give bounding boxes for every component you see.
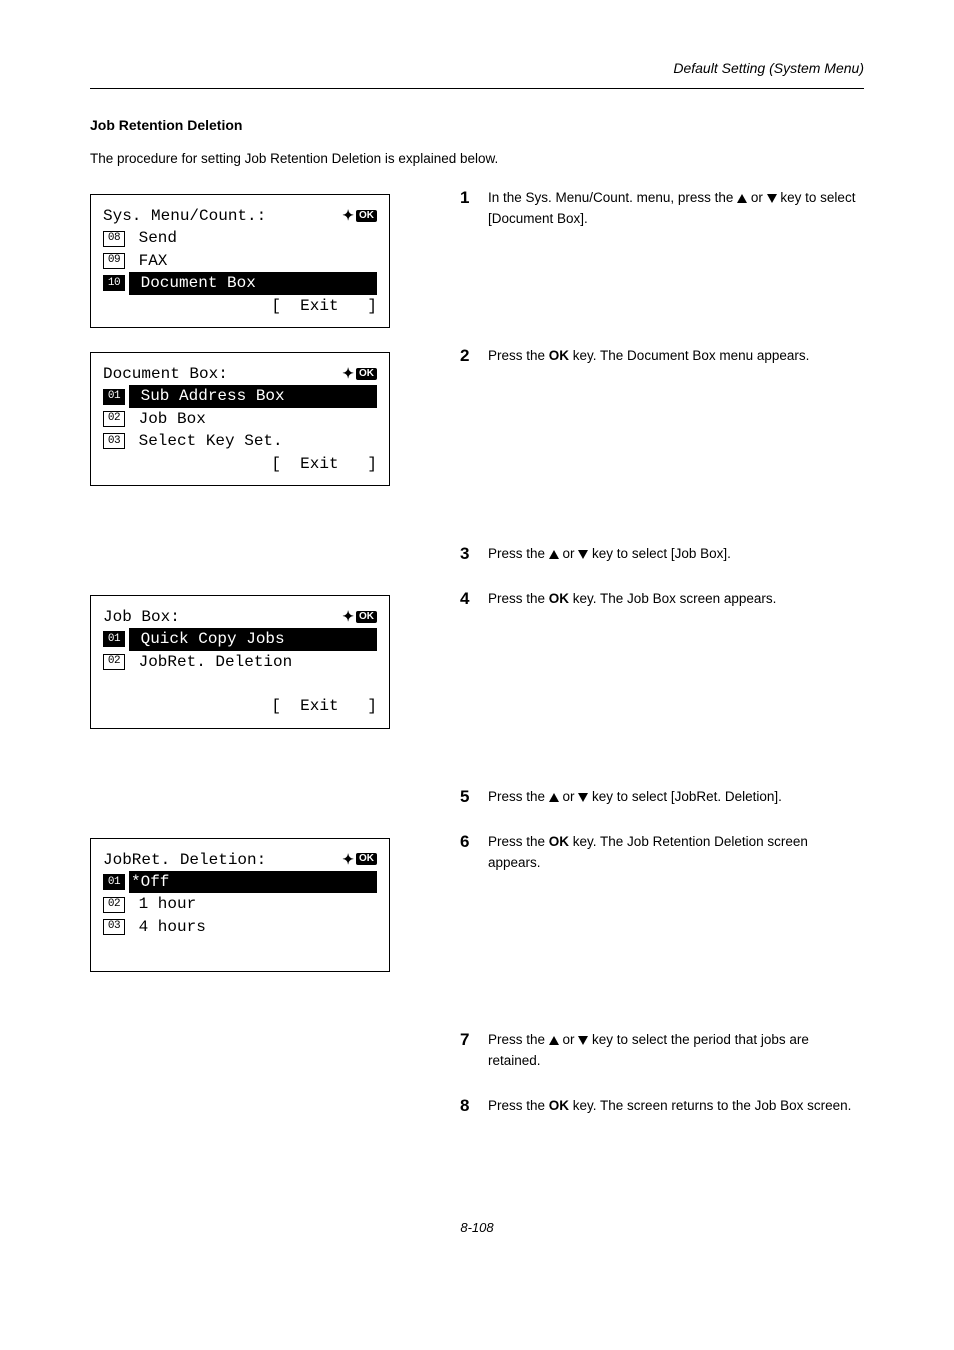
step-6: 6 Press the OK key. The Job Retention De… (460, 832, 864, 874)
block-4: Job Box: ✦ OK 01 Quick Copy Jobs 02 JobRe… (90, 589, 864, 747)
block-6: JobRet. Deletion: ✦ OK 01*Off 02 1 hour 0… (90, 832, 864, 990)
step-5: 5 Press the or key to select [JobRet. De… (460, 787, 864, 808)
down-arrow-icon (578, 1036, 588, 1045)
lcd4-title: JobRet. Deletion: (103, 849, 266, 871)
ok-badge: OK (356, 611, 377, 623)
step-6-num: 6 (460, 832, 488, 852)
ok-badge: OK (356, 368, 377, 380)
step-1: 1 In the Sys. Menu/Count. menu, press th… (460, 188, 864, 230)
step-5-text: Press the or key to select [JobRet. Dele… (488, 787, 864, 808)
step-8-num: 8 (460, 1096, 488, 1116)
lcd3-exit: [ Exit ] (271, 695, 377, 717)
down-arrow-icon (578, 550, 588, 559)
step-7: 7 Press the or key to select the period … (460, 1030, 864, 1072)
block-5: 5 Press the or key to select [JobRet. De… (90, 787, 864, 832)
block-2: Document Box: ✦OK 01 Sub Address Box 02 … (90, 346, 864, 504)
lcd2-exit: [ Exit ] (271, 453, 377, 475)
step-5-num: 5 (460, 787, 488, 807)
step-8-text: Press the OK key. The screen returns to … (488, 1096, 864, 1117)
intro-text: The procedure for setting Job Retention … (90, 151, 864, 166)
step-7-num: 7 (460, 1030, 488, 1050)
lcd1-row3: Document Box (129, 272, 258, 294)
lcd1-title: Sys. Menu/Count.: (103, 205, 266, 227)
nav-arrows-icon: ✦ (342, 608, 352, 624)
lcd2-title: Document Box: (103, 363, 228, 385)
step-4-text: Press the OK key. The Job Box screen app… (488, 589, 864, 610)
lcd-screen-4: JobRet. Deletion: ✦ OK 01*Off 02 1 hour 0… (90, 838, 390, 972)
lcd4-row2: 1 hour (129, 893, 196, 915)
lcd1-row3-num: 10 (103, 275, 125, 291)
lcd3-row2: JobRet. Deletion (129, 651, 292, 673)
header-rule (90, 88, 864, 89)
nav-arrows-icon: ✦ (342, 851, 352, 867)
up-arrow-icon (549, 550, 559, 559)
lcd3-title: Job Box: (103, 606, 180, 628)
step-4-num: 4 (460, 589, 488, 609)
lcd3-row1-num: 01 (103, 631, 125, 647)
lcd4-row1: *Off (129, 871, 171, 893)
lcd4-row3: 4 hours (129, 916, 206, 938)
block-7: 7 Press the or key to select the period … (90, 1030, 864, 1141)
step-1-text: In the Sys. Menu/Count. menu, press the … (488, 188, 864, 230)
page-header-title: Default Setting (System Menu) (90, 60, 864, 76)
nav-arrows-icon: ✦ (342, 207, 352, 223)
down-arrow-icon (767, 194, 777, 203)
page: Default Setting (System Menu) Job Retent… (0, 0, 954, 1295)
block-1: Sys. Menu/Count.: ✦OK 08 Send 09 FAX 10 … (90, 188, 864, 346)
up-arrow-icon (737, 194, 747, 203)
lcd2-row1: Sub Address Box (129, 385, 287, 407)
lcd2-row1-num: 01 (103, 389, 125, 405)
lcd1-row2-num: 09 (103, 253, 125, 269)
lcd1-exit: [ Exit ] (271, 295, 377, 317)
step-8: 8 Press the OK key. The screen returns t… (460, 1096, 864, 1117)
lcd1-row1: Send (129, 227, 177, 249)
lcd2-row3-num: 03 (103, 433, 125, 449)
step-7-text: Press the or key to select the period th… (488, 1030, 864, 1072)
ok-badge: OK (356, 210, 377, 222)
lcd-screen-3: Job Box: ✦ OK 01 Quick Copy Jobs 02 JobRe… (90, 595, 390, 729)
block-3: 3 Press the or key to select [Job Box]. (90, 544, 864, 589)
step-2-num: 2 (460, 346, 488, 366)
step-3: 3 Press the or key to select [Job Box]. (460, 544, 864, 565)
step-2-text: Press the OK key. The Document Box menu … (488, 346, 864, 367)
lcd-screen-1: Sys. Menu/Count.: ✦OK 08 Send 09 FAX 10 … (90, 194, 390, 328)
up-arrow-icon (549, 1036, 559, 1045)
step-1-num: 1 (460, 188, 488, 208)
lcd-screen-2: Document Box: ✦OK 01 Sub Address Box 02 … (90, 352, 390, 486)
lcd1-row2: FAX (129, 250, 167, 272)
step-3-num: 3 (460, 544, 488, 564)
lcd3-row1: Quick Copy Jobs (129, 628, 287, 650)
lcd1-row1-num: 08 (103, 231, 125, 247)
ok-badge: OK (356, 853, 377, 865)
lcd4-row3-num: 03 (103, 919, 125, 935)
down-arrow-icon (578, 793, 588, 802)
nav-arrows-icon: ✦ (342, 365, 352, 381)
lcd4-row1-num: 01 (103, 874, 125, 890)
lcd2-row3: Select Key Set. (129, 430, 283, 452)
lcd2-row2: Job Box (129, 408, 206, 430)
lcd4-row2-num: 02 (103, 897, 125, 913)
step-6-text: Press the OK key. The Job Retention Dele… (488, 832, 864, 874)
step-4: 4 Press the OK key. The Job Box screen a… (460, 589, 864, 610)
lcd3-row2-num: 02 (103, 654, 125, 670)
step-3-text: Press the or key to select [Job Box]. (488, 544, 864, 565)
up-arrow-icon (549, 793, 559, 802)
lcd2-row2-num: 02 (103, 411, 125, 427)
section-title: Job Retention Deletion (90, 117, 864, 133)
step-2: 2 Press the OK key. The Document Box men… (460, 346, 864, 367)
page-footer: 8-108 (90, 1220, 864, 1235)
